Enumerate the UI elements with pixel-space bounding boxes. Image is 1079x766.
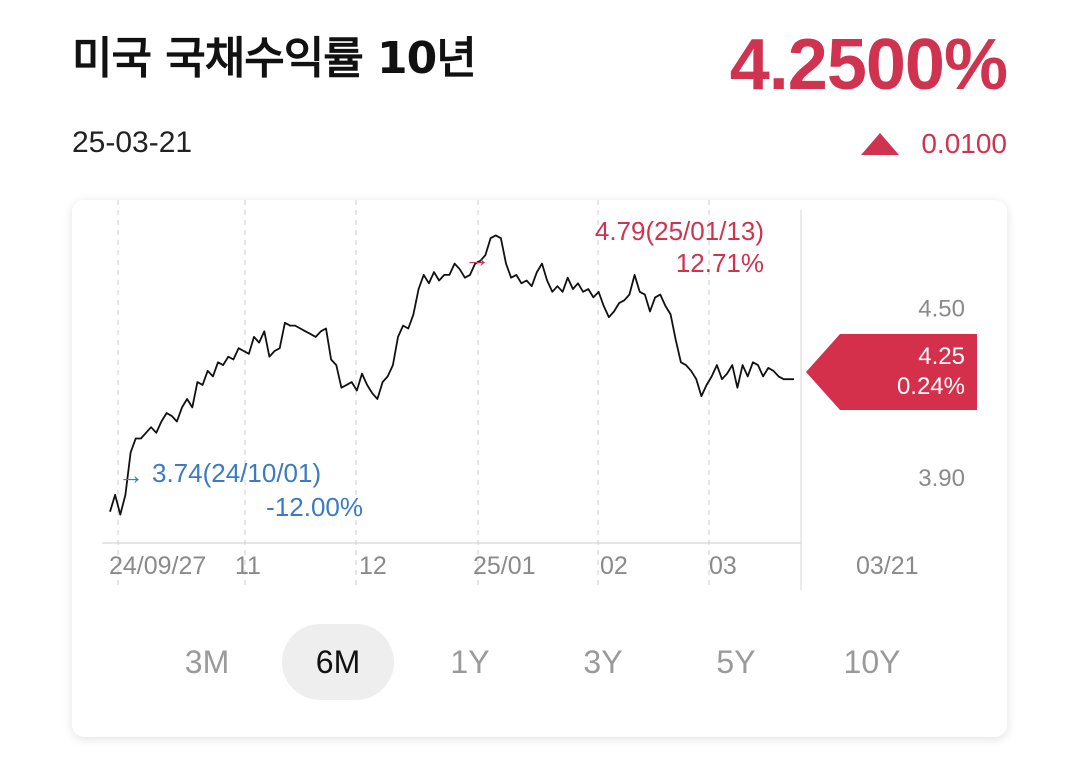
current-marker-pct: 0.24% [897, 373, 965, 400]
price-change-value: 0.0100 [921, 128, 1007, 159]
y-axis-ticks: 4.50 3.90 [918, 296, 965, 492]
period-tab-3m[interactable]: 3M [184, 644, 230, 680]
min-arrow-icon: → [118, 460, 144, 490]
x-tick-label: 12 [359, 552, 387, 580]
chart-card: 4.50 3.90 24/09/27 11 12 25/01 02 03 03/21 → 4.… [72, 200, 1007, 737]
line-chart[interactable]: 4.50 3.90 24/09/27 11 12 25/01 02 03 03/21 → 4.… [72, 200, 1007, 620]
period-tab-1y[interactable]: 1Y [450, 644, 490, 680]
x-axis-ticks: 24/09/27 11 12 25/01 02 03 03/21 [109, 552, 919, 580]
max-arrow-icon: → [464, 243, 490, 273]
up-triangle-icon [861, 133, 900, 155]
max-annotation-label: 4.79(25/01/13) [595, 216, 764, 246]
period-tab-6m[interactable]: 6M [282, 624, 394, 700]
min-annotation-pct: -12.00% [266, 492, 363, 522]
x-tick-label: 03/21 [856, 552, 919, 580]
y-tick-label: 3.90 [918, 465, 965, 492]
period-tab-3y[interactable]: 3Y [583, 644, 623, 680]
x-tick-label: 03 [709, 552, 737, 580]
page-title: 미국 국채수익률 10년 [72, 33, 477, 84]
current-value-marker [806, 334, 977, 410]
current-price: 4.2500% [729, 25, 1008, 105]
quote-date: 25-03-21 [72, 126, 193, 159]
period-tab-10y[interactable]: 10Y [843, 644, 901, 680]
period-tabs: 3M 6M 1Y 3Y 5Y 10Y [72, 622, 1007, 702]
yield-series-line [109, 234, 794, 516]
x-tick-label: 24/09/27 [109, 552, 206, 580]
price-change: 0.0100 [861, 128, 1007, 160]
x-tick-label: 25/01 [473, 552, 536, 580]
max-annotation-pct: 12.71% [676, 248, 764, 278]
x-tick-label: 11 [235, 552, 261, 580]
period-tab-5y[interactable]: 5Y [716, 644, 756, 680]
min-annotation-label: 3.74(24/10/01) [152, 458, 321, 488]
x-tick-label: 02 [600, 552, 628, 580]
y-tick-label: 4.50 [918, 296, 965, 323]
current-marker-value: 4.25 [918, 343, 965, 370]
grid-lines [117, 200, 710, 585]
